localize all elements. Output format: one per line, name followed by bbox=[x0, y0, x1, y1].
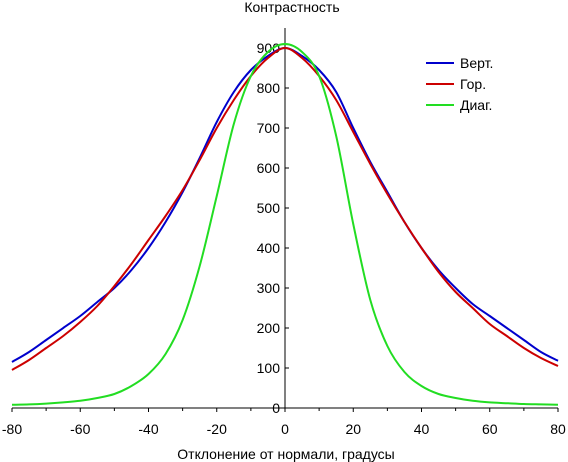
y-tick-label: 200 bbox=[257, 320, 281, 336]
legend: Верт. Гор. Диаг. bbox=[426, 55, 493, 113]
series-line-cc0000 bbox=[11, 46, 559, 371]
legend-label: Гор. bbox=[460, 76, 486, 92]
y-tick-label: 300 bbox=[257, 280, 281, 296]
x-tick-label: -80 bbox=[2, 421, 22, 437]
y-tick-label: 400 bbox=[257, 240, 281, 256]
y-tick-label: 700 bbox=[257, 120, 281, 136]
legend-label: Верт. bbox=[460, 55, 493, 71]
x-tick-label: 60 bbox=[482, 421, 498, 437]
y-tick-label: 600 bbox=[257, 160, 281, 176]
series-line-22dd22 bbox=[11, 42, 559, 406]
x-ticks: -80 -60 -40 -20 0 20 40 60 80 bbox=[2, 408, 566, 437]
y-tick-label: 800 bbox=[257, 80, 281, 96]
x-tick-label: -40 bbox=[138, 421, 158, 437]
y-tick-label: 500 bbox=[257, 200, 281, 216]
x-tick-label: 0 bbox=[281, 421, 289, 437]
x-tick-label: 40 bbox=[414, 421, 430, 437]
series-layer bbox=[11, 42, 559, 406]
x-axis-label: Отклонение от нормали, градусы bbox=[177, 446, 394, 462]
y-ticks: 0 100 200 300 400 500 600 700 800 900 bbox=[257, 40, 289, 416]
y-tick-label: 900 bbox=[257, 40, 281, 56]
x-tick-label: -20 bbox=[207, 421, 227, 437]
legend-label: Диаг. bbox=[460, 97, 492, 113]
x-tick-label: 20 bbox=[345, 421, 361, 437]
x-tick-label: 80 bbox=[550, 421, 566, 437]
y-tick-label: 0 bbox=[272, 400, 280, 416]
y-tick-label: 100 bbox=[257, 360, 281, 376]
chart-title: Контрастность bbox=[244, 0, 339, 15]
x-tick-label: -60 bbox=[70, 421, 90, 437]
